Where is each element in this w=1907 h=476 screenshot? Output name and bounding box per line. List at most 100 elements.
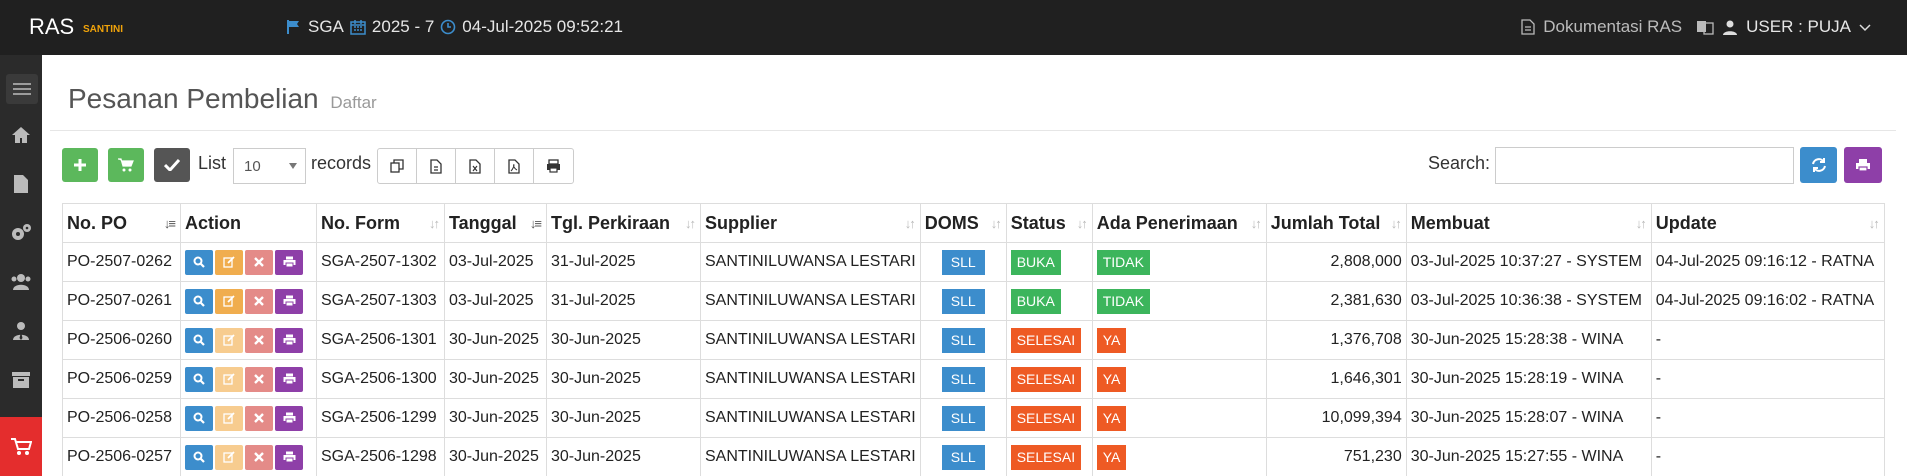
excel-button[interactable] [456,149,495,183]
col-no-po[interactable]: No. PO ↓≡ [62,203,181,243]
language-icon[interactable] [1696,19,1714,35]
print-icon [283,334,295,346]
penerimaan-badge: YA [1096,405,1127,431]
cell-no-po: PO-2507-0262 [62,242,181,282]
file-icon[interactable] [0,165,42,203]
cell-action [180,359,317,399]
col-status[interactable]: Status ↓↑ [1005,203,1093,243]
refresh-button[interactable] [1800,147,1837,183]
cell-action [180,281,317,321]
page-size-select[interactable]: 10 [233,148,306,184]
search-icon [193,373,205,385]
edit-button[interactable] [215,405,243,431]
menu-icon[interactable] [6,74,38,104]
delete-button[interactable] [245,249,273,275]
print-button[interactable] [275,405,303,431]
print-button[interactable] [275,249,303,275]
cell-ada-penerimaan: YA [1091,359,1267,399]
delete-button[interactable] [245,288,273,314]
print-all-button[interactable] [1844,147,1882,183]
pdf-button[interactable] [495,149,534,183]
view-button[interactable] [185,327,213,353]
docs-link[interactable]: Dokumentasi RAS [1543,17,1683,36]
edit-icon [223,256,235,268]
csv-button[interactable] [417,149,456,183]
print-icon [547,159,560,173]
delete-button[interactable] [245,444,273,470]
delete-button[interactable] [245,366,273,392]
view-button[interactable] [185,366,213,392]
app-brand[interactable]: RAS [29,14,75,39]
delete-icon [254,335,264,345]
print-icon [283,295,295,307]
add-button[interactable] [62,148,98,182]
col-update[interactable]: Update ↓↑ [1650,203,1885,243]
cart-button[interactable] [108,148,144,182]
copy-button[interactable] [378,149,417,183]
period-label: 2025 - 7 [371,17,435,36]
cell-tanggal: 30-Jun-2025 [444,398,547,438]
col-supplier[interactable]: Supplier ↓↑ [700,203,921,243]
cell-doms: SLL [919,242,1007,282]
edit-icon [223,451,235,463]
col-tanggal[interactable]: Tanggal ↓≡ [444,203,547,243]
col-jumlah-total[interactable]: Jumlah Total ↓↑ [1265,203,1407,243]
col-tgl-perkiraan[interactable]: Tgl. Perkiraan ↓↑ [546,203,701,243]
approve-button[interactable] [154,148,190,182]
cell-status: SELESAI [1005,398,1093,438]
edit-button[interactable] [215,327,243,353]
cell-tanggal: 30-Jun-2025 [444,437,547,476]
archive-icon[interactable] [0,361,42,399]
session-info: SGA 2025 - 7 04-Jul-2025 09:52:21 [286,17,623,37]
delete-button[interactable] [245,327,273,353]
user-menu[interactable]: USER : PUJA [1746,17,1851,36]
view-button[interactable] [185,249,213,275]
table-row[interactable]: PO-2506-0258 SGA-2506-1299 30-Jun-2025 3… [62,398,1885,438]
table-row[interactable]: PO-2507-0262 SGA-2507-1302 03-Jul-2025 3… [62,242,1885,282]
cell-no-form: SGA-2506-1298 [316,437,445,476]
print-button[interactable] [275,327,303,353]
edit-button[interactable] [215,444,243,470]
delete-icon [254,296,264,306]
print-button[interactable] [275,444,303,470]
cell-membuat: 30-Jun-2025 15:28:38 - WINA [1405,320,1652,360]
print-button[interactable] [275,366,303,392]
delete-button[interactable] [245,405,273,431]
view-button[interactable] [185,444,213,470]
edit-icon [223,373,235,385]
edit-button[interactable] [215,366,243,392]
col-doms[interactable]: DOMS ↓↑ [919,203,1007,243]
table-row[interactable]: PO-2506-0260 SGA-2506-1301 30-Jun-2025 3… [62,320,1885,360]
datetime-label: 04-Jul-2025 09:52:21 [462,17,623,36]
cell-doms: SLL [919,359,1007,399]
print-button[interactable] [275,288,303,314]
cell-jumlah-total: 10,099,394 [1265,398,1407,438]
col-membuat[interactable]: Membuat ↓↑ [1405,203,1652,243]
view-button[interactable] [185,405,213,431]
cell-jumlah-total: 1,646,301 [1265,359,1407,399]
view-button[interactable] [185,288,213,314]
table-row[interactable]: PO-2507-0261 SGA-2507-1303 03-Jul-2025 3… [62,281,1885,321]
col-no-form[interactable]: No. Form ↓↑ [316,203,445,243]
cell-tanggal: 30-Jun-2025 [444,359,547,399]
delete-icon [254,374,264,384]
home-icon[interactable] [0,116,42,154]
cell-no-po: PO-2507-0261 [62,281,181,321]
print-button[interactable] [534,149,573,183]
user-tie-icon[interactable] [0,312,42,350]
cogs-icon[interactable] [0,214,42,252]
cell-ada-penerimaan: TIDAK [1091,281,1267,321]
table-row[interactable]: PO-2506-0259 SGA-2506-1300 30-Jun-2025 3… [62,359,1885,399]
table-row[interactable]: PO-2506-0257 SGA-2506-1298 30-Jun-2025 3… [62,437,1885,476]
users-icon[interactable] [0,263,42,301]
chevron-down-icon[interactable] [1859,22,1871,32]
location-label: SGA [308,17,344,36]
search-input[interactable] [1495,147,1794,184]
cell-membuat: 03-Jul-2025 10:37:27 - SYSTEM [1405,242,1652,282]
col-ada-penerimaan[interactable]: Ada Penerimaan ↓↑ [1091,203,1267,243]
cell-tanggal: 03-Jul-2025 [444,281,547,321]
edit-button[interactable] [215,249,243,275]
edit-icon [223,412,235,424]
edit-button[interactable] [215,288,243,314]
cart-icon[interactable] [0,417,42,476]
